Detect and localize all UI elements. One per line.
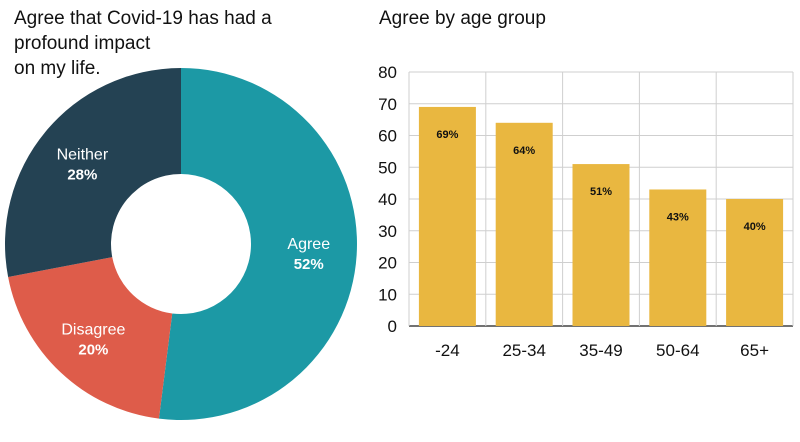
donut-slice-label: Neither (57, 146, 109, 163)
y-tick-label: 70 (378, 95, 397, 114)
donut-chart: Agree 52% Disagree 20% Neither 28% (4, 68, 357, 420)
bar-chart-title: Agree by age group (379, 8, 546, 29)
y-tick-label: 50 (378, 158, 397, 177)
donut-slice-neither (4, 68, 181, 277)
bar-data-label: 40% (744, 221, 766, 233)
bar (572, 164, 630, 326)
x-tick-label: 50-64 (656, 341, 699, 360)
x-tick-label: 25-34 (502, 341, 545, 360)
bar-data-label: 69% (436, 129, 458, 141)
y-tick-label: 0 (388, 317, 397, 336)
x-tick-label: -24 (435, 341, 460, 360)
donut-slice-value: 20% (78, 341, 108, 358)
y-tick-label: 20 (378, 254, 397, 273)
x-tick-label: 35-49 (579, 341, 622, 360)
donut-slice-agree (158, 68, 357, 420)
donut-slice-label: Disagree (61, 321, 125, 338)
y-tick-label: 10 (378, 285, 397, 304)
donut-slice-disagree (8, 257, 173, 419)
bar (649, 189, 707, 326)
y-tick-label: 40 (378, 190, 397, 209)
bar (418, 106, 476, 326)
x-tick-label: 65+ (740, 341, 769, 360)
bar-data-label: 64% (513, 145, 535, 157)
donut-slice-label: Agree (287, 236, 330, 253)
donut-chart-title: Agree that Covid-19 has had a profound i… (14, 8, 272, 79)
bar (726, 199, 784, 326)
bar-data-label: 51% (590, 186, 612, 198)
y-tick-label: 80 (378, 63, 397, 82)
bar-data-label: 43% (667, 211, 689, 223)
y-tick-label: 60 (378, 127, 397, 146)
donut-slice-value: 28% (67, 166, 97, 183)
y-tick-label: 30 (378, 222, 397, 241)
bar (495, 122, 553, 326)
donut-slice-value: 52% (294, 256, 324, 273)
